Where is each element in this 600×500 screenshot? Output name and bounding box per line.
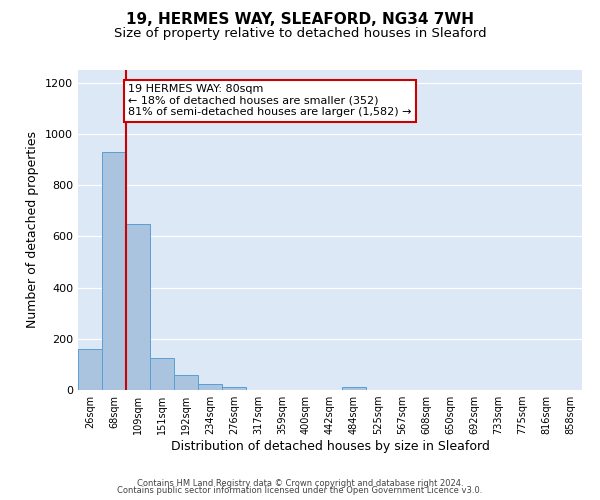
Bar xyxy=(102,152,126,390)
Text: 19, HERMES WAY, SLEAFORD, NG34 7WH: 19, HERMES WAY, SLEAFORD, NG34 7WH xyxy=(126,12,474,28)
Text: 19 HERMES WAY: 80sqm
← 18% of detached houses are smaller (352)
81% of semi-deta: 19 HERMES WAY: 80sqm ← 18% of detached h… xyxy=(128,84,412,117)
Bar xyxy=(126,224,150,390)
Bar xyxy=(198,384,222,390)
Text: Size of property relative to detached houses in Sleaford: Size of property relative to detached ho… xyxy=(113,28,487,40)
Bar xyxy=(174,374,198,390)
Y-axis label: Number of detached properties: Number of detached properties xyxy=(26,132,40,328)
Bar xyxy=(150,358,174,390)
Bar xyxy=(342,388,366,390)
Bar xyxy=(222,388,246,390)
Bar xyxy=(78,349,102,390)
Text: Contains public sector information licensed under the Open Government Licence v3: Contains public sector information licen… xyxy=(118,486,482,495)
X-axis label: Distribution of detached houses by size in Sleaford: Distribution of detached houses by size … xyxy=(170,440,490,453)
Text: Contains HM Land Registry data © Crown copyright and database right 2024.: Contains HM Land Registry data © Crown c… xyxy=(137,478,463,488)
